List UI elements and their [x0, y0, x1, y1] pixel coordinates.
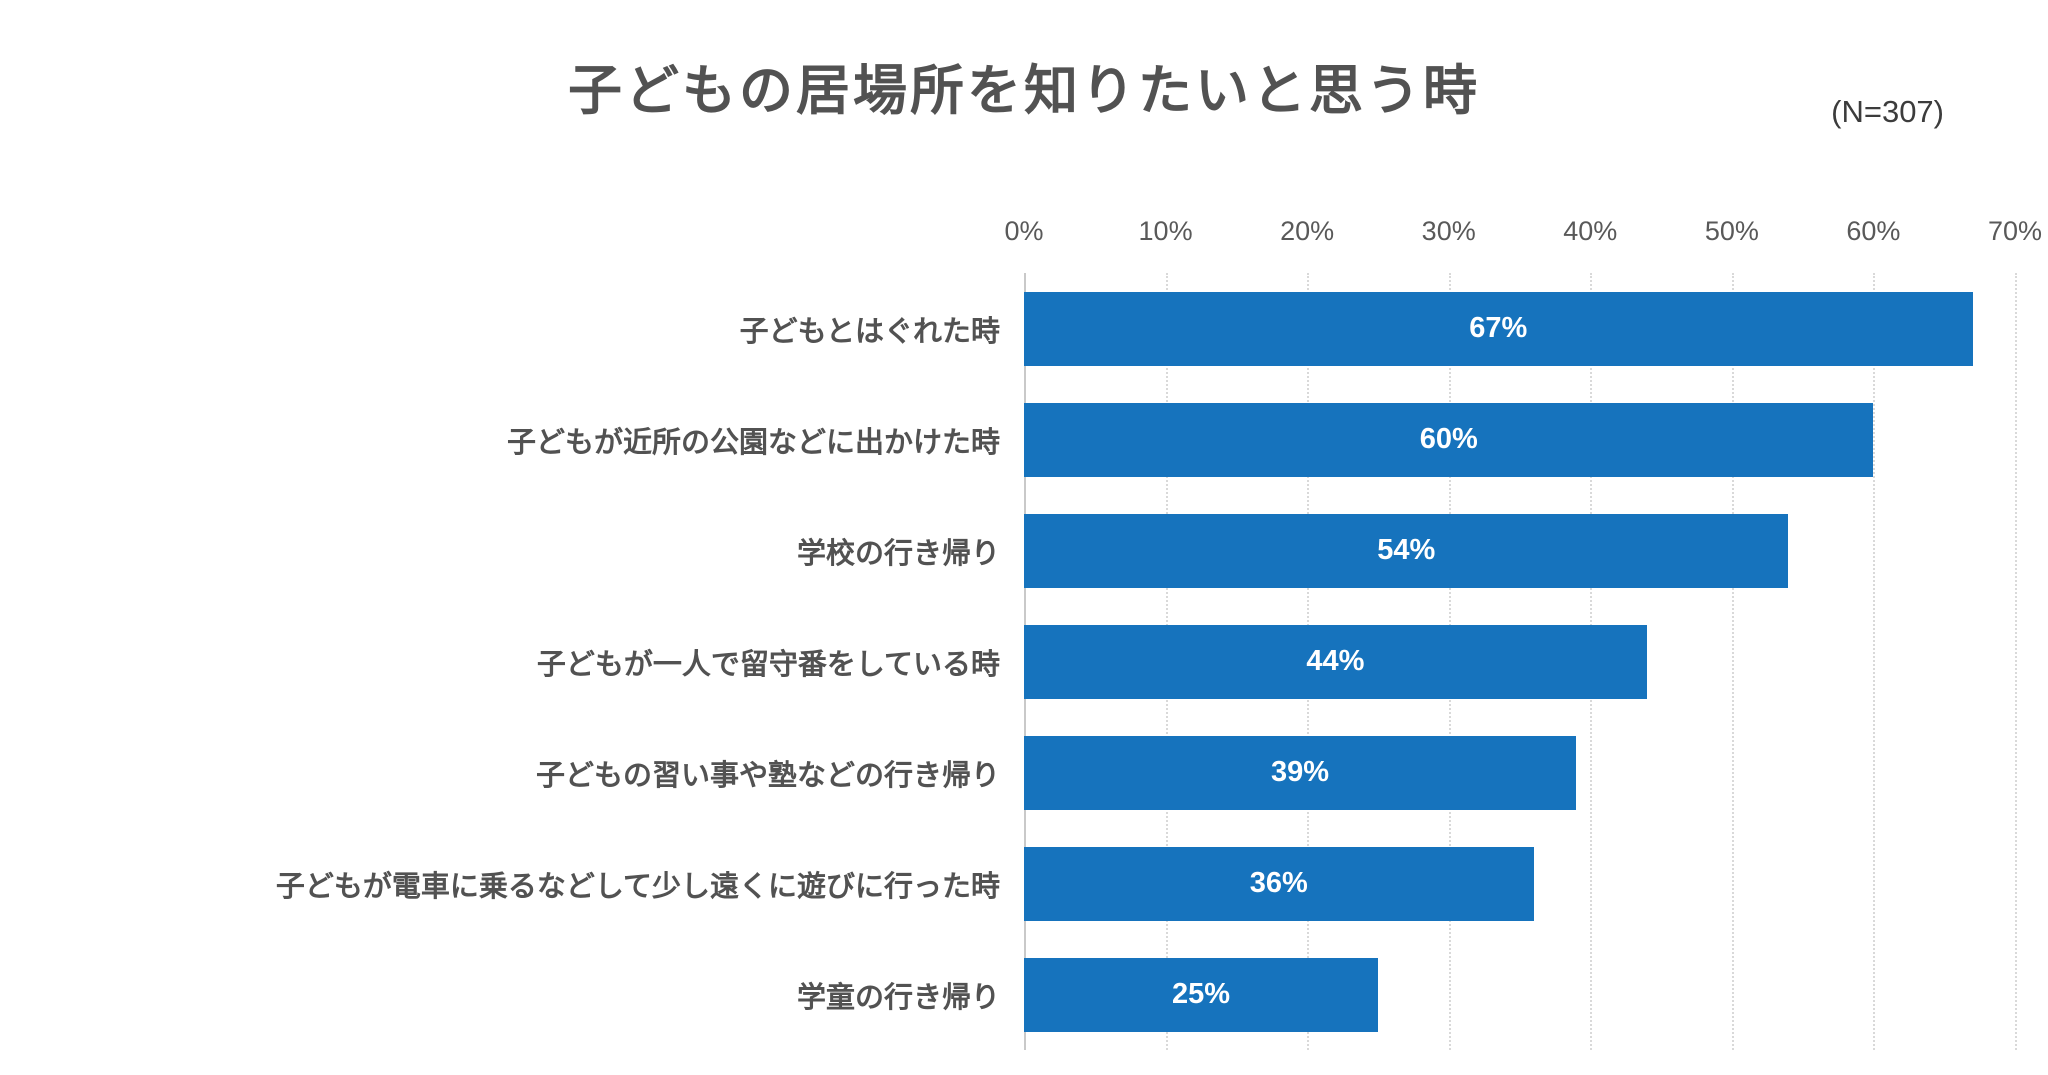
- x-tick-label: 20%: [1280, 216, 1335, 246]
- bar-track: 54%: [1024, 495, 2015, 606]
- bar-value-label: 60%: [1419, 423, 1478, 455]
- bar-track: 44%: [1024, 606, 2015, 717]
- bar-row: 子どもの習い事や塾などの行き帰り 39%: [0, 717, 2048, 828]
- gridline: [1873, 273, 1876, 1050]
- bar-row: 子どもとはぐれた時 67%: [0, 273, 2048, 384]
- bar: 44%: [1024, 624, 1647, 699]
- bar-row: 子どもが一人で留守番をしている時 44%: [0, 606, 2048, 717]
- chart-title: 子どもの居場所を知りたいと思う時: [568, 61, 1480, 121]
- category-label: 学童の行き帰り: [796, 981, 1000, 1014]
- bar-row: 子どもが電車に乗るなどして少し遠くに遊びに行った時 36%: [0, 828, 2048, 939]
- bar-row: 子どもが近所の公園などに出かけた時 60%: [0, 384, 2048, 495]
- x-tick-label: 0%: [1004, 216, 1044, 246]
- bar-track: 67%: [1024, 273, 2015, 384]
- bar-track: 25%: [1024, 939, 2015, 1050]
- bar-track: 39%: [1024, 717, 2015, 828]
- x-axis-ticks: 0% 10% 20% 30% 40% 50% 60% 70%: [1004, 216, 2042, 256]
- x-tick-label: 30%: [1421, 216, 1476, 246]
- x-tick-label: 50%: [1704, 216, 1759, 246]
- bar: 67%: [1024, 291, 1973, 366]
- category-label: 学校の行き帰り: [796, 537, 1000, 570]
- category-label: 子どもが一人で留守番をしている時: [536, 648, 1000, 681]
- bar-value-label: 36%: [1249, 867, 1308, 899]
- bar-rows: 子どもとはぐれた時 67% 子どもが近所の公園などに出かけた時 60% 学校の行き帰り 5…: [0, 273, 2048, 1050]
- bar: 36%: [1024, 846, 1534, 921]
- bar-row: 学校の行き帰り 54%: [0, 495, 2048, 606]
- sample-size-label: (N=307): [1831, 94, 1944, 129]
- plot-area: 子どもとはぐれた時 67% 子どもが近所の公園などに出かけた時 60% 学校の行き帰り 5…: [0, 273, 2048, 1050]
- bar: 54%: [1024, 513, 1789, 588]
- bar-value-label: 44%: [1306, 645, 1365, 677]
- bar: 60%: [1024, 402, 1874, 477]
- gridline: [1731, 273, 1734, 1050]
- bar-value-label: 25%: [1171, 978, 1230, 1010]
- category-label: 子どもが近所の公園などに出かけた時: [506, 426, 1000, 459]
- category-label: 子どもの習い事や塾などの行き帰り: [535, 759, 1000, 792]
- category-label: 子どもが電車に乗るなどして少し遠くに遊びに行った時: [275, 870, 1000, 903]
- x-tick-label: 10%: [1138, 216, 1193, 246]
- bar-track: 60%: [1024, 384, 2015, 495]
- bar: 39%: [1024, 735, 1577, 810]
- bar-row: 学童の行き帰り 25%: [0, 939, 2048, 1050]
- bar-value-label: 54%: [1377, 534, 1436, 566]
- category-label: 子どもとはぐれた時: [739, 315, 1000, 348]
- x-tick-label: 40%: [1563, 216, 1618, 246]
- x-tick-label: 60%: [1846, 216, 1901, 246]
- gridline: [2015, 273, 2017, 1050]
- bar-track: 36%: [1024, 828, 2015, 939]
- x-tick-label: 70%: [1987, 216, 2043, 246]
- bar: 25%: [1024, 957, 1378, 1032]
- bar-value-label: 39%: [1271, 756, 1330, 788]
- bar-value-label: 67%: [1469, 312, 1528, 344]
